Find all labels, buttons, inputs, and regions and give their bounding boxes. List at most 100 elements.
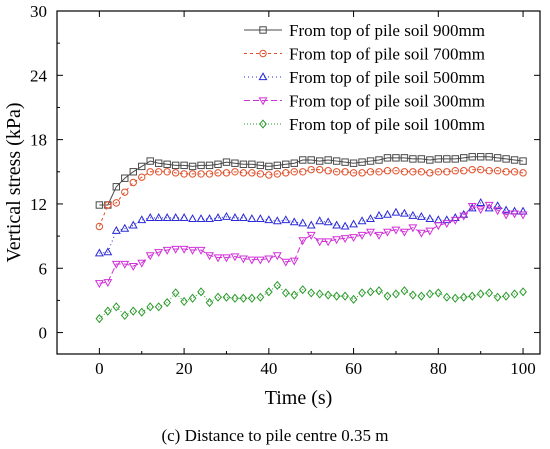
data-point xyxy=(307,156,315,164)
data-point xyxy=(306,220,316,229)
legend-entry: From top of pile soil 900mm xyxy=(244,21,485,40)
data-point xyxy=(163,168,171,176)
data-point xyxy=(493,201,503,210)
data-point xyxy=(400,154,409,162)
data-point xyxy=(103,279,113,288)
data-point xyxy=(94,280,104,289)
data-point xyxy=(289,217,299,226)
data-point xyxy=(128,263,138,271)
data-point xyxy=(120,223,130,232)
data-point xyxy=(349,294,358,304)
x-tick-label: 0 xyxy=(95,359,104,378)
data-point xyxy=(137,259,147,268)
data-point xyxy=(358,288,366,298)
data-point xyxy=(383,291,392,301)
data-point xyxy=(451,167,459,175)
data-point xyxy=(400,168,409,176)
data-point xyxy=(426,156,434,164)
y-tick-label: 24 xyxy=(30,66,48,85)
data-point xyxy=(231,159,239,167)
data-point xyxy=(162,246,172,255)
data-point xyxy=(205,161,214,170)
data-point xyxy=(145,213,155,221)
data-point xyxy=(510,289,519,299)
data-point xyxy=(493,207,503,216)
data-point xyxy=(510,210,520,219)
data-point xyxy=(255,214,265,223)
series-2 xyxy=(94,198,528,257)
data-point xyxy=(392,289,400,299)
data-point xyxy=(104,201,112,209)
data-point xyxy=(493,154,502,162)
data-point xyxy=(417,168,426,176)
data-point xyxy=(214,169,222,177)
series-1 xyxy=(95,165,527,231)
data-point xyxy=(366,157,375,165)
data-point xyxy=(518,211,528,220)
legend-marker xyxy=(258,72,268,81)
data-point xyxy=(349,159,358,167)
data-point xyxy=(485,288,494,298)
data-point xyxy=(146,302,155,312)
data-point xyxy=(476,153,485,161)
data-point xyxy=(332,220,342,229)
data-point xyxy=(222,292,231,302)
data-point xyxy=(349,169,358,177)
data-point xyxy=(290,159,298,167)
data-point xyxy=(103,247,113,256)
data-point xyxy=(138,162,146,171)
legend-entry: From top of pile soil 100mm xyxy=(244,115,485,134)
data-point xyxy=(154,168,163,176)
data-point xyxy=(434,288,443,298)
data-point xyxy=(137,215,147,224)
data-point xyxy=(442,220,452,229)
data-point xyxy=(391,226,401,235)
data-point xyxy=(425,214,435,223)
data-point xyxy=(231,168,239,176)
data-point xyxy=(146,168,154,176)
data-point xyxy=(323,217,333,226)
data-point xyxy=(171,288,180,298)
data-point xyxy=(154,249,164,257)
data-point xyxy=(179,245,189,254)
data-point xyxy=(282,160,290,168)
data-point xyxy=(171,161,180,170)
data-point xyxy=(213,254,223,263)
data-point xyxy=(188,162,197,171)
data-point xyxy=(222,254,231,263)
data-point xyxy=(485,153,493,161)
data-point xyxy=(94,248,104,257)
data-point xyxy=(358,169,366,177)
data-point xyxy=(112,199,121,207)
series-4 xyxy=(95,280,527,324)
data-point xyxy=(442,292,451,302)
plot-frame xyxy=(56,10,541,355)
x-tick-label: 40 xyxy=(260,359,277,378)
legend: From top of pile soil 900mm From top of p… xyxy=(244,21,485,134)
data-point xyxy=(375,168,383,176)
data-point xyxy=(272,216,282,225)
series-line xyxy=(99,156,524,206)
data-point xyxy=(493,167,502,175)
data-point xyxy=(188,246,198,255)
data-point xyxy=(383,167,392,175)
data-point xyxy=(222,169,231,177)
data-point xyxy=(519,157,527,165)
data-point xyxy=(332,157,341,165)
data-point xyxy=(188,293,197,303)
data-point xyxy=(171,213,181,221)
data-point xyxy=(112,183,121,191)
data-point xyxy=(519,169,527,177)
data-point xyxy=(315,238,325,247)
data-point xyxy=(408,210,418,219)
data-point xyxy=(519,287,527,297)
data-point xyxy=(129,306,138,316)
data-point xyxy=(95,201,104,209)
data-point xyxy=(416,211,426,220)
data-point xyxy=(358,158,366,166)
data-point xyxy=(273,280,282,290)
data-point xyxy=(247,256,257,265)
data-point xyxy=(425,289,434,299)
y-tick-label: 0 xyxy=(39,324,48,343)
data-point xyxy=(341,291,349,301)
